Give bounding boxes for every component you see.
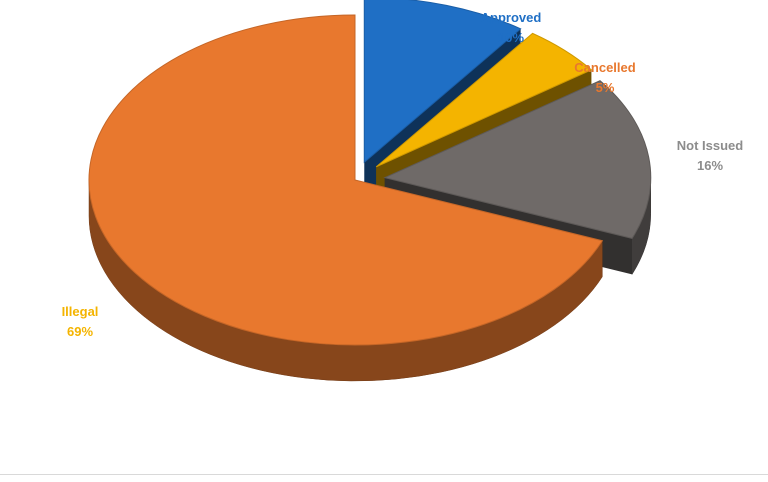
slice-label-illegal-name: Illegal (61, 304, 99, 319)
pie-tops (88, 0, 652, 346)
slice-cancelled (375, 32, 593, 168)
slice-approved (363, 0, 522, 164)
slice-label-not-issued: Not Issued 16% (660, 136, 760, 176)
slice-label-not-issued-name: Not Issued (676, 138, 744, 153)
slice-illegal (88, 14, 604, 346)
slice-label-illegal: Illegal 69% (40, 302, 120, 342)
slice-not-issued (383, 80, 652, 239)
slice-label-not-issued-value: 16% (696, 158, 724, 173)
slice-label-approved-value: 10% (497, 30, 525, 45)
bottom-divider (0, 474, 768, 475)
slice-label-cancelled: Cancelled 5% (560, 58, 650, 98)
slice-label-cancelled-value: 5% (595, 80, 615, 95)
slice-label-cancelled-name: Cancelled (574, 60, 636, 75)
slice-label-approved-name: Approved (480, 10, 542, 25)
slice-label-illegal-value: 69% (66, 324, 94, 339)
slice-label-approved: Approved 10% (466, 8, 556, 48)
